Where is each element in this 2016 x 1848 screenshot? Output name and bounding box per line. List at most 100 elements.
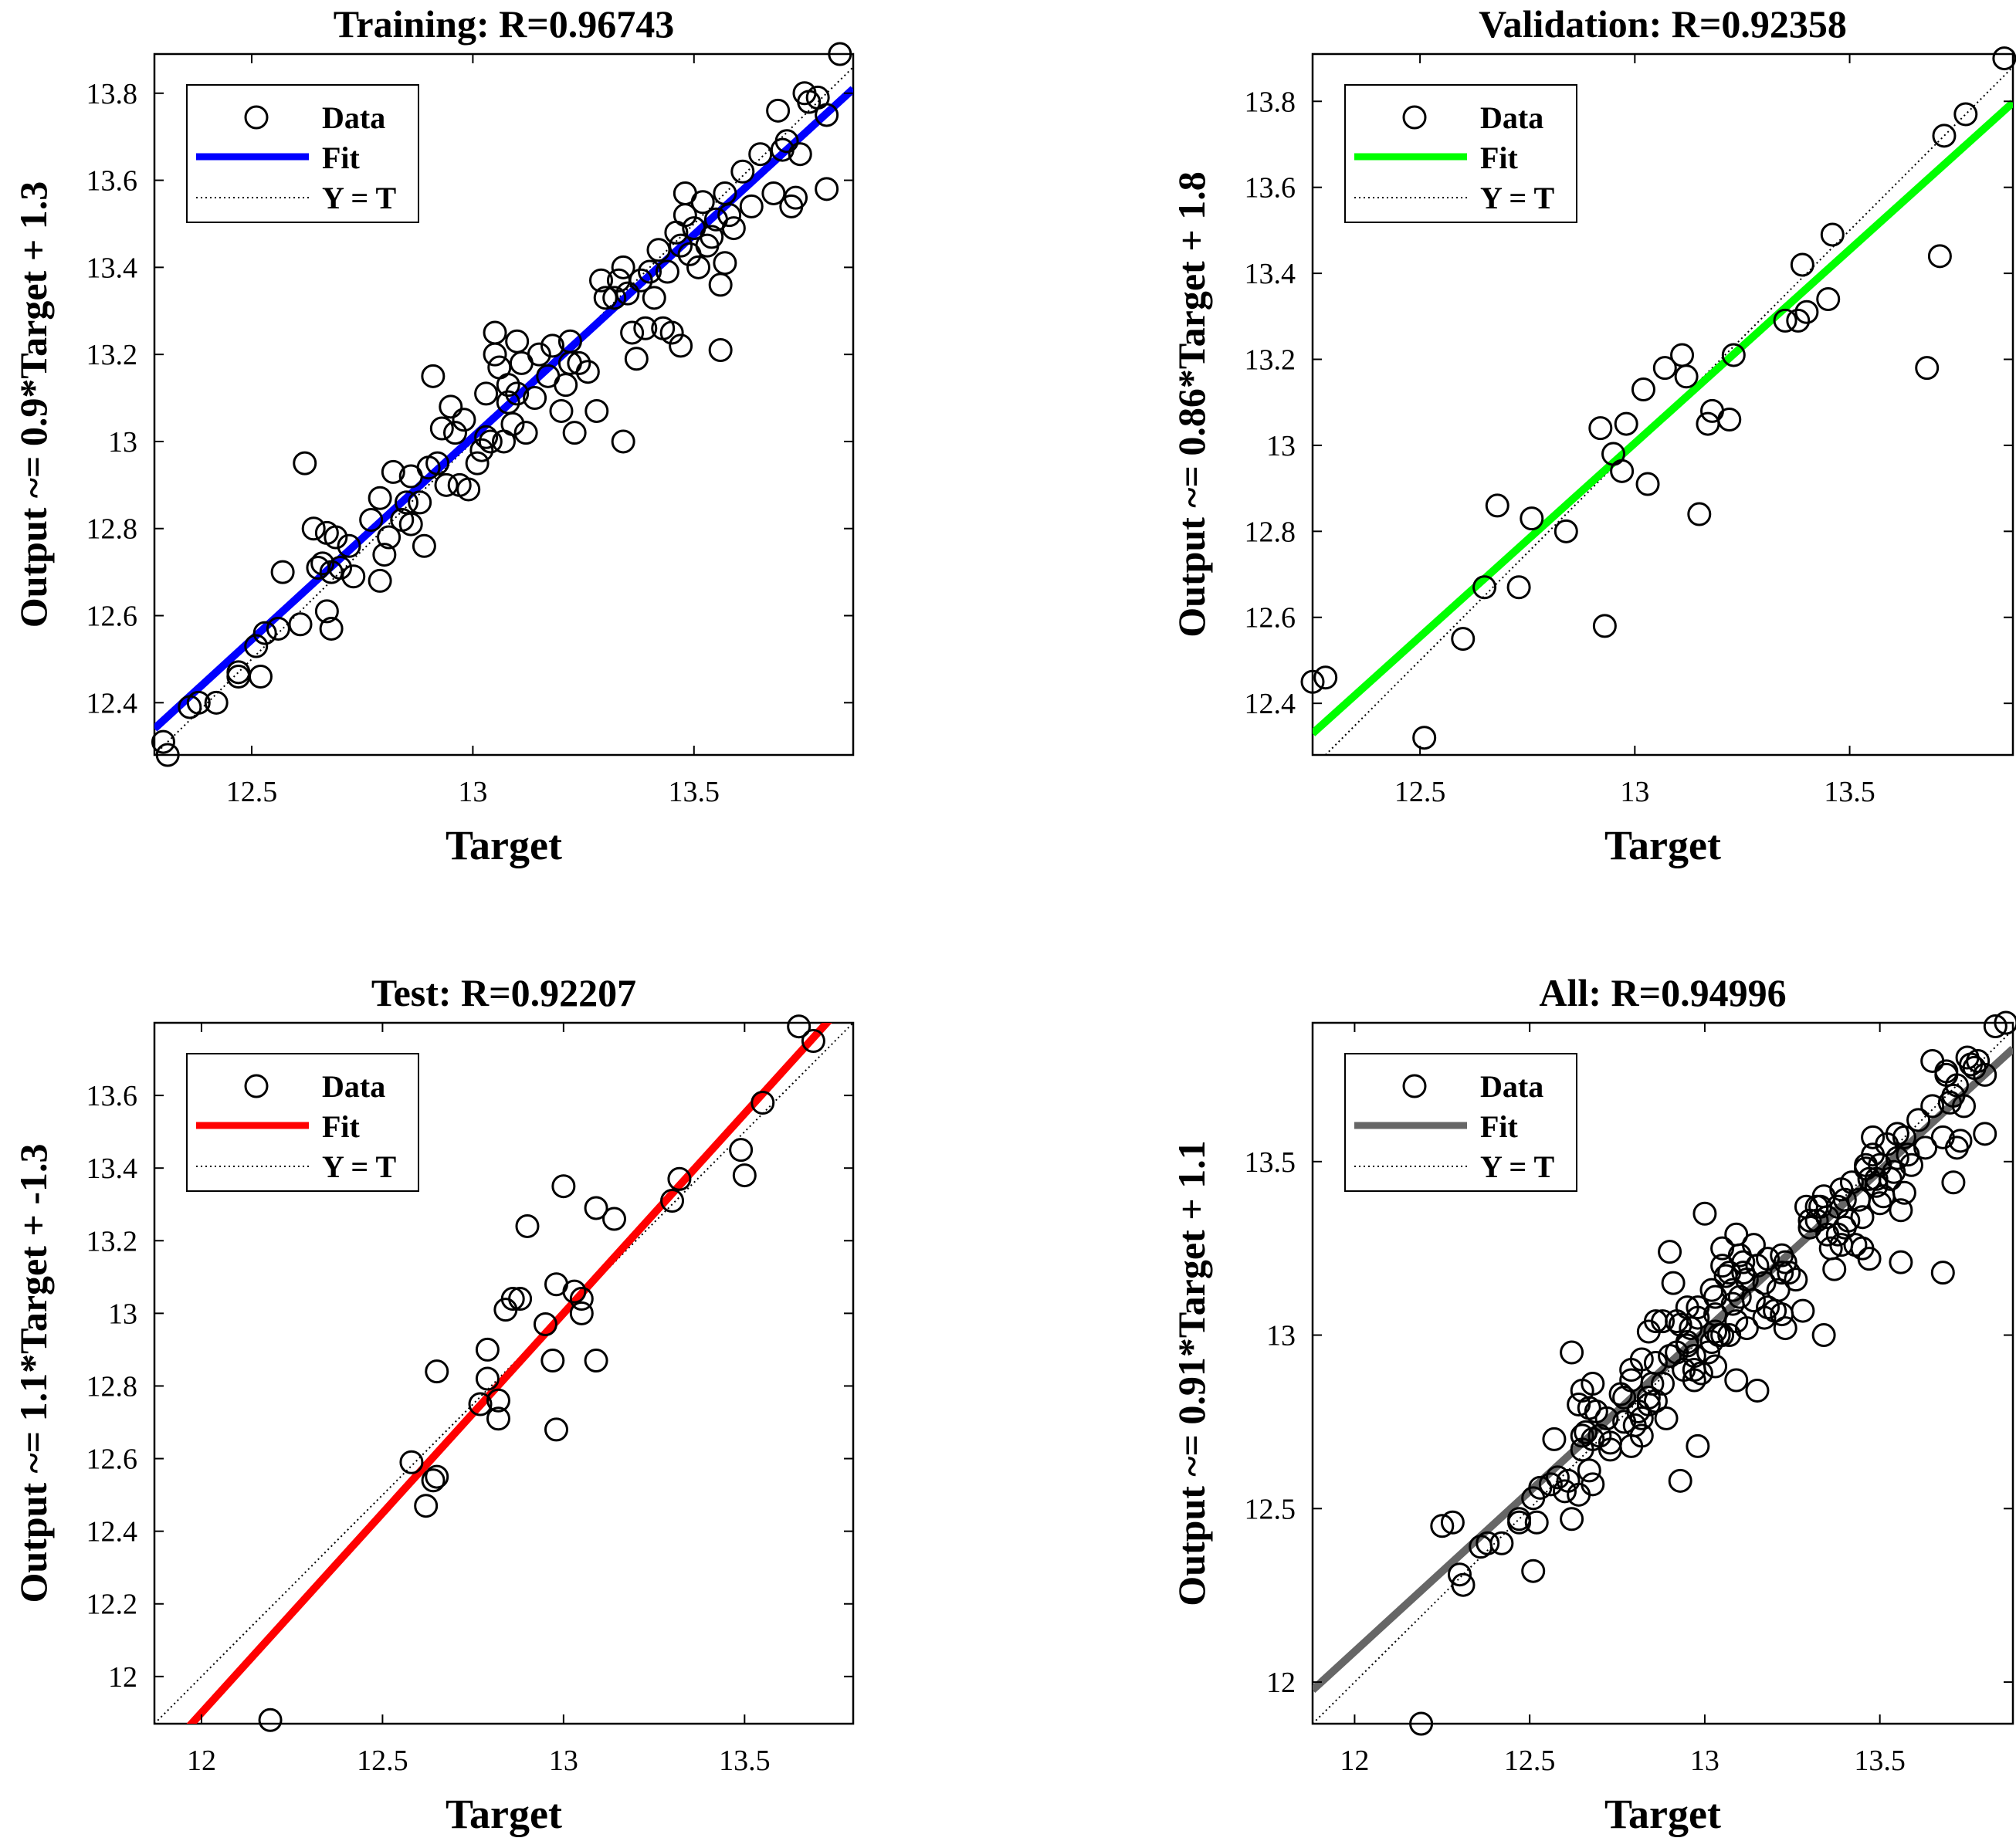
data-point — [1577, 1458, 1601, 1483]
data-point — [1631, 377, 1655, 402]
data-point — [421, 364, 446, 388]
data-point — [1836, 1208, 1861, 1233]
data-point — [1686, 1433, 1710, 1458]
data-point — [465, 451, 490, 476]
data-point — [359, 507, 384, 532]
data-point — [611, 429, 635, 454]
data-point — [1724, 1368, 1749, 1393]
data-point — [655, 259, 679, 284]
data-point — [474, 381, 499, 406]
data-point — [729, 1138, 754, 1163]
data-point — [1822, 1257, 1847, 1281]
x-axis-label: Target — [1604, 1791, 1721, 1837]
data-point — [633, 316, 658, 340]
y-tick-label: 12.4 — [1245, 688, 1296, 720]
y-axis-label: Output ~= 0.91*Target + 1.1 — [1170, 1140, 1213, 1606]
data-point — [1643, 1351, 1668, 1376]
legend: Data Fit Y = T — [1344, 84, 1577, 223]
x-tick-label: 13 — [549, 1745, 578, 1777]
data-point — [1687, 502, 1712, 526]
chart-title: Test: R=0.92207 — [371, 971, 636, 1014]
data-point — [310, 551, 335, 576]
y-tick-label: 12.6 — [86, 1444, 138, 1476]
data-point — [660, 1189, 685, 1213]
chart-title: Training: R=0.96743 — [334, 2, 674, 46]
data-point — [1610, 459, 1635, 483]
data-point — [1864, 1166, 1889, 1191]
data-point — [1773, 308, 1797, 333]
legend: Data Fit Y = T — [186, 1053, 419, 1192]
legend-data-marker — [1402, 1074, 1427, 1098]
x-axis-label: Target — [1604, 822, 1721, 868]
data-point — [761, 181, 786, 205]
data-point — [540, 1349, 565, 1373]
data-point — [314, 599, 339, 624]
x-tick-label: 12 — [1340, 1745, 1369, 1777]
data-point — [398, 512, 423, 536]
data-point — [486, 1406, 510, 1431]
data-point — [1554, 519, 1578, 543]
data-point — [293, 451, 317, 476]
data-point — [1797, 1215, 1822, 1240]
data-point — [1811, 1323, 1836, 1348]
data-point — [1973, 1062, 1997, 1087]
x-tick-label: 13.5 — [719, 1745, 771, 1777]
data-point — [1906, 1108, 1931, 1132]
y-tick-label: 13.6 — [86, 165, 138, 198]
data-point — [266, 616, 290, 641]
data-point — [1506, 575, 1531, 600]
legend-label: Fit — [1480, 140, 1519, 175]
y-tick-label: 13.2 — [86, 1225, 138, 1257]
x-axis-label: Target — [446, 1791, 562, 1837]
data-point — [787, 1014, 811, 1039]
y-tick-label: 12.8 — [86, 513, 138, 546]
data-point — [1892, 1180, 1916, 1205]
legend-data-marker — [244, 105, 269, 130]
data-point — [1507, 1507, 1532, 1532]
data-point — [1440, 1510, 1465, 1535]
data-point — [439, 394, 463, 419]
data-point — [1953, 102, 1978, 127]
x-tick-label: 13.5 — [1824, 776, 1875, 808]
data-point — [562, 1279, 587, 1304]
data-point — [1652, 356, 1677, 381]
y-tick-label: 12.8 — [86, 1370, 138, 1403]
chart-panel-1: 12.5 13 13.5 12.4 12.6 12.8 13 13.2 13.4 13.6 13.8… — [12, 2, 855, 868]
data-point — [700, 225, 724, 249]
data-point — [1896, 1142, 1920, 1167]
data-point — [1721, 343, 1746, 367]
data-point — [602, 286, 627, 310]
data-point — [1629, 1423, 1654, 1448]
fit-line — [1313, 100, 2013, 736]
data-point — [1766, 1278, 1791, 1302]
data-point — [1944, 1073, 1969, 1098]
data-point — [615, 281, 640, 306]
data-point — [252, 621, 277, 645]
y-tick-label: 13 — [1266, 430, 1296, 462]
data-point — [673, 203, 697, 228]
data-point — [659, 320, 684, 345]
data-point — [828, 42, 852, 66]
data-point — [500, 411, 525, 436]
chart-title: All: R=0.94996 — [1539, 971, 1786, 1014]
data-point — [1682, 1344, 1706, 1369]
data-point — [1731, 1250, 1756, 1274]
data-point — [186, 690, 211, 715]
data-point — [368, 486, 392, 510]
data-point — [708, 338, 733, 363]
data-point — [1741, 1288, 1766, 1313]
x-tick-label: 12.5 — [1504, 1745, 1556, 1777]
data-point — [244, 634, 269, 658]
legend-label: Data — [1480, 1069, 1543, 1104]
y-tick-label: 12.4 — [86, 687, 138, 719]
data-point — [1412, 726, 1437, 750]
data-point — [452, 408, 476, 432]
data-point — [1588, 416, 1613, 441]
data-point — [575, 360, 600, 384]
data-point — [288, 612, 313, 637]
y-tick-label: 12 — [1266, 1667, 1296, 1699]
data-point — [377, 525, 402, 550]
y-tick-label: 13 — [108, 426, 137, 459]
y-tick-label: 12.6 — [86, 601, 138, 633]
data-point — [1850, 1205, 1875, 1230]
